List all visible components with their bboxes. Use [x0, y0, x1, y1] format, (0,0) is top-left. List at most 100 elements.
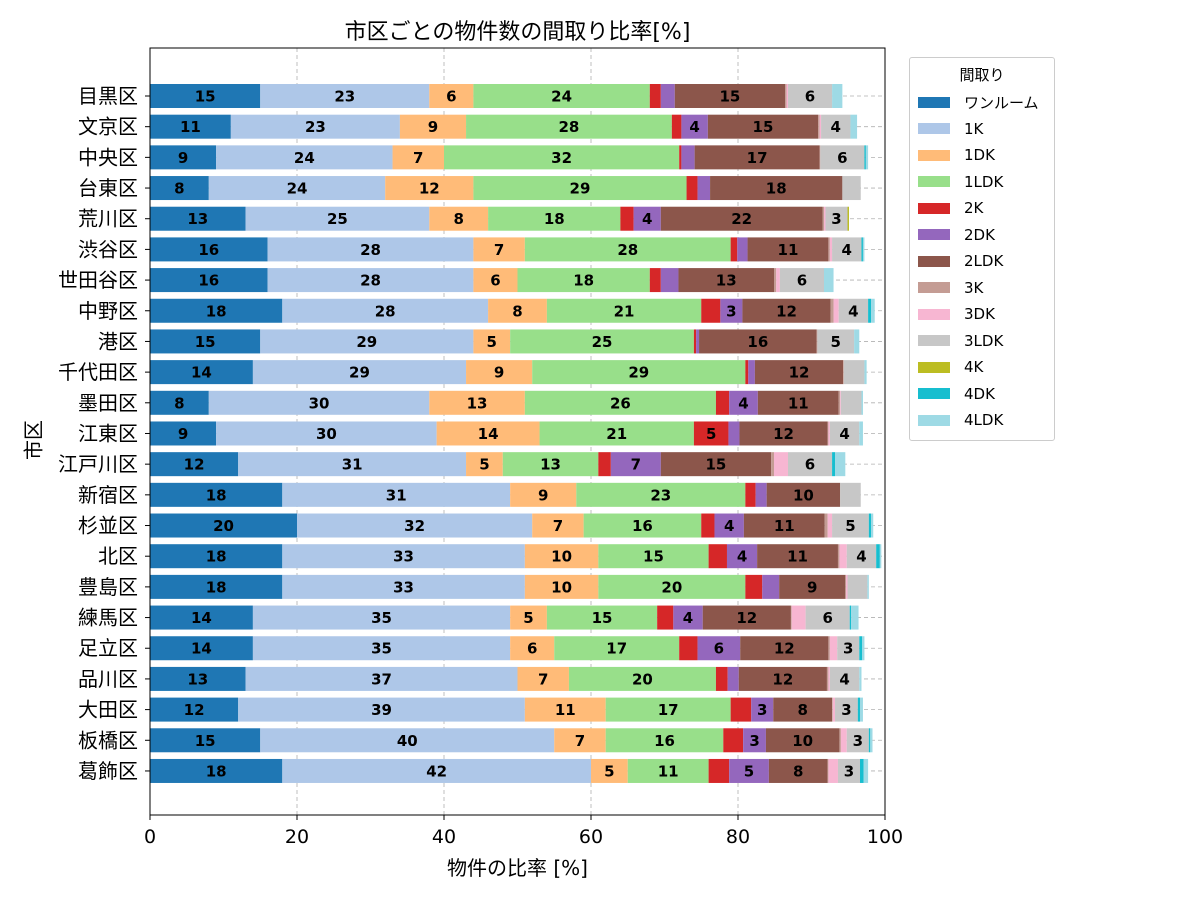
legend-item: 3DK [918, 301, 1046, 328]
bar-segment [832, 697, 833, 722]
bar-segment [819, 114, 822, 139]
data-label: 8 [512, 302, 522, 320]
bar-segment [150, 452, 239, 477]
data-label: 24 [287, 180, 308, 198]
y-tick-label: 板橋区 [78, 728, 138, 752]
legend-item: 2DK [918, 222, 1046, 249]
bar-segment [868, 728, 871, 753]
data-label: 11 [180, 118, 201, 136]
bar-segment [730, 697, 752, 722]
y-tick-label: 足立区 [78, 636, 138, 660]
data-label: 6 [527, 640, 537, 658]
bar-segment [822, 206, 824, 231]
legend-label: ワンルーム [964, 93, 1039, 112]
data-label: 17 [747, 149, 768, 167]
bar-segment [252, 360, 467, 385]
data-label: 3 [843, 640, 853, 658]
data-label: 8 [453, 210, 463, 228]
bar-segment [707, 114, 819, 139]
data-label: 18 [544, 210, 565, 228]
legend-swatch [918, 308, 950, 320]
legend-label: 3DK [964, 305, 995, 324]
data-label: 3 [757, 701, 767, 719]
bar-segment [838, 390, 841, 415]
bar-segment [524, 574, 599, 599]
bar-segment [605, 728, 724, 753]
data-label: 15 [753, 118, 774, 136]
bar-segment [859, 636, 863, 661]
data-label: 7 [538, 670, 548, 688]
data-label: 4 [839, 670, 849, 688]
bar-segment [267, 268, 474, 293]
data-label: 12 [776, 302, 797, 320]
bar-segment [150, 421, 217, 446]
bar-segment [399, 114, 467, 139]
bar-segment [230, 114, 400, 139]
data-label: 11 [778, 241, 799, 259]
bar-segment [867, 574, 869, 599]
data-label: 23 [305, 118, 326, 136]
bar-segment [774, 452, 788, 477]
bar-segment [840, 728, 847, 753]
bar-segment [829, 421, 860, 446]
data-label: 29 [349, 364, 370, 382]
bar-segment [568, 666, 716, 691]
bar-segment [876, 544, 880, 569]
bar-segment [466, 452, 503, 477]
data-label: 29 [570, 180, 591, 198]
data-label: 30 [309, 394, 330, 412]
bar-segment [444, 145, 680, 170]
bar-segment [532, 360, 746, 385]
bar-segment [821, 114, 851, 139]
bar-segment [868, 513, 872, 538]
bar-segment [786, 84, 788, 108]
legend-swatch [918, 96, 950, 108]
bar-segment [660, 268, 679, 293]
legend-label: 1LDK [964, 172, 1004, 191]
bar-segment [260, 728, 555, 753]
y-tick-label: 江戸川区 [58, 452, 138, 476]
bar-segment [429, 390, 525, 415]
data-label: 16 [198, 272, 219, 290]
y-tick-label: 大田区 [78, 698, 138, 722]
bar-segment [839, 544, 847, 569]
legend-item: 3LDK [918, 328, 1046, 355]
bar-segment [747, 237, 829, 262]
y-tick-label: 中野区 [78, 299, 138, 323]
bar-segment [820, 145, 865, 170]
bar-segment [727, 666, 739, 691]
bar-segment [729, 758, 769, 783]
bar-segment [805, 605, 850, 630]
bar-segment [839, 728, 841, 753]
bar-segment [740, 636, 829, 661]
data-label: 31 [386, 486, 407, 504]
legend-label: 4DK [964, 384, 995, 403]
data-label: 15 [592, 609, 613, 627]
bar-segment [840, 390, 862, 415]
bar-segment [488, 206, 621, 231]
bar-segment [708, 544, 727, 569]
data-label: 37 [371, 670, 392, 688]
bar-segment [846, 574, 848, 599]
bar-segment [686, 176, 698, 201]
legend-item: 4LDK [918, 407, 1046, 434]
bar-segment [701, 298, 721, 323]
bar-segment [845, 574, 847, 599]
bar-segment [846, 544, 877, 569]
bar-segment [824, 513, 828, 538]
bar-segment [150, 360, 253, 385]
data-label: 18 [206, 302, 227, 320]
legend-swatch [918, 149, 950, 161]
data-label: 42 [426, 762, 447, 780]
bar-segment [510, 482, 577, 507]
data-label: 9 [178, 425, 188, 443]
bar-segment [576, 482, 746, 507]
bar-segment [828, 237, 830, 262]
data-label: 6 [490, 272, 500, 290]
bar-segment [745, 360, 749, 385]
data-label: 7 [575, 732, 585, 750]
bar-segment [150, 574, 283, 599]
data-label: 7 [631, 456, 641, 474]
data-label: 30 [316, 425, 337, 443]
